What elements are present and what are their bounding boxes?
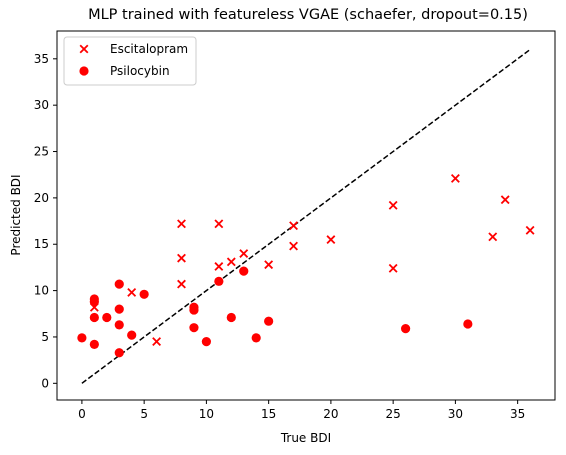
point-escitalopram-7	[215, 263, 223, 271]
point-psilocybin-11	[140, 290, 149, 299]
point-escitalopram-11	[290, 222, 298, 230]
point-escitalopram-17	[489, 233, 497, 241]
point-psilocybin-6	[115, 280, 124, 289]
point-escitalopram-16	[452, 175, 460, 183]
point-psilocybin-17	[227, 313, 236, 322]
point-psilocybin-18	[239, 267, 248, 276]
legend-label-psilocybin: Psilocybin	[110, 64, 170, 78]
point-psilocybin-10	[127, 331, 136, 340]
y-tick-label: 10	[34, 284, 49, 298]
point-escitalopram-1	[128, 289, 136, 297]
point-psilocybin-14	[189, 323, 198, 332]
legend: Escitalopram Psilocybin	[64, 37, 196, 85]
identity-line	[82, 50, 530, 384]
y-tick-label: 0	[41, 376, 49, 390]
y-tick-label: 35	[34, 52, 49, 66]
point-escitalopram-2	[153, 338, 161, 346]
point-psilocybin-21	[401, 324, 410, 333]
point-psilocybin-8	[115, 320, 124, 329]
y-tick-label: 5	[41, 330, 49, 344]
legend-marker-psilocybin	[79, 66, 88, 75]
point-psilocybin-2	[90, 297, 99, 306]
x-tick-label: 20	[323, 407, 338, 421]
point-escitalopram-6	[215, 220, 223, 228]
point-escitalopram-14	[389, 202, 397, 210]
x-tick-label: 10	[199, 407, 214, 421]
x-tick-label: 5	[140, 407, 148, 421]
point-escitalopram-8	[228, 258, 236, 266]
point-escitalopram-3	[178, 220, 186, 228]
y-tick-label: 20	[34, 191, 49, 205]
point-escitalopram-12	[290, 242, 298, 250]
x-tick-label: 35	[510, 407, 525, 421]
point-psilocybin-20	[264, 317, 273, 326]
point-psilocybin-4	[90, 340, 99, 349]
point-psilocybin-16	[214, 277, 223, 286]
x-axis: 0 5 10 15 20 25 30 35	[78, 400, 525, 421]
point-psilocybin-3	[90, 313, 99, 322]
point-escitalopram-19	[526, 227, 534, 235]
point-psilocybin-7	[115, 305, 124, 314]
y-tick-label: 25	[34, 145, 49, 159]
point-escitalopram-15	[389, 265, 397, 273]
point-psilocybin-9	[115, 348, 124, 357]
plot-area	[77, 50, 534, 384]
y-tick-label: 15	[34, 237, 49, 251]
series-psilocybin	[77, 267, 472, 358]
point-psilocybin-5	[102, 313, 111, 322]
x-tick-label: 25	[386, 407, 401, 421]
point-psilocybin-15	[202, 337, 211, 346]
point-psilocybin-13	[189, 305, 198, 314]
point-psilocybin-22	[463, 319, 472, 328]
point-escitalopram-13	[327, 236, 335, 244]
point-escitalopram-4	[178, 254, 186, 262]
point-escitalopram-5	[178, 280, 186, 288]
point-psilocybin-0	[77, 333, 86, 342]
x-tick-label: 15	[261, 407, 276, 421]
x-tick-label: 30	[448, 407, 463, 421]
legend-label-escitalopram: Escitalopram	[110, 42, 188, 56]
point-psilocybin-19	[252, 333, 261, 342]
x-axis-label: True BDI	[280, 431, 331, 445]
y-axis: 0 5 10 15 20 25 30 35	[34, 52, 57, 390]
point-escitalopram-9	[240, 250, 248, 258]
chart-title: MLP trained with featureless VGAE (schae…	[88, 7, 528, 23]
point-escitalopram-18	[501, 196, 509, 204]
y-axis-label: Predicted BDI	[9, 174, 23, 255]
y-tick-label: 30	[34, 98, 49, 112]
point-escitalopram-10	[265, 261, 273, 269]
x-tick-label: 0	[78, 407, 86, 421]
